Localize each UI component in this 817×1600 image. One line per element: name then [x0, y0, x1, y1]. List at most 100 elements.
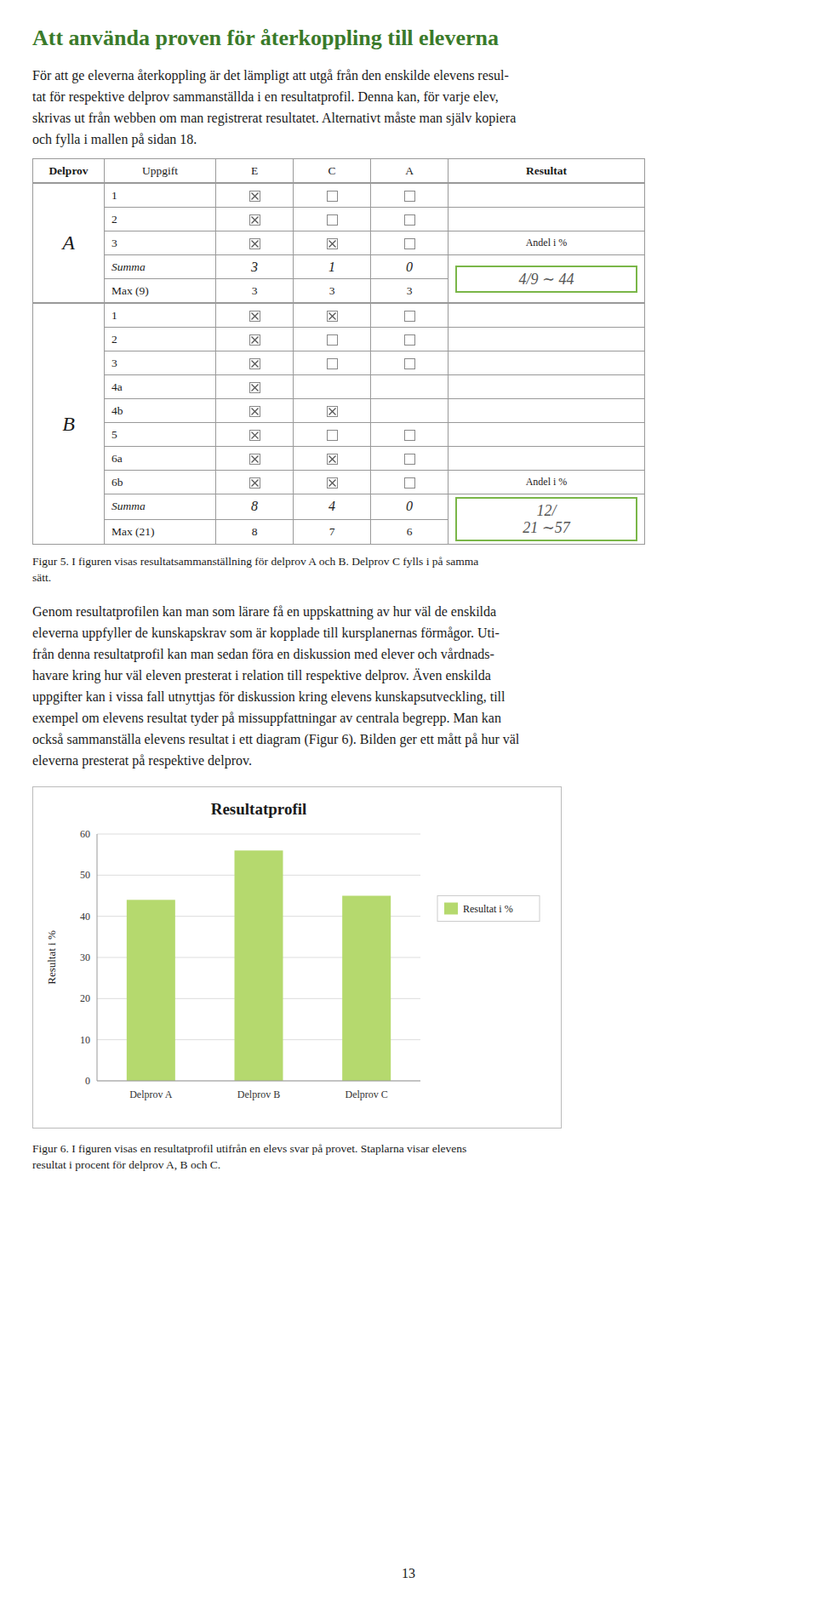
chart-frame: Resultatprofil0102030405060Delprov ADelp…	[32, 786, 562, 1129]
checkbox	[326, 429, 338, 441]
check-cell	[293, 351, 372, 376]
body-text-line: exempel om elevens resultat tyder på mis…	[32, 707, 792, 729]
task-cell: 6a	[104, 446, 217, 471]
check-cell	[216, 399, 294, 423]
max-value: 8	[216, 519, 294, 545]
max-label: Max (9)	[104, 279, 217, 304]
checkbox-cross	[251, 336, 258, 343]
header-cell: Delprov	[33, 159, 105, 184]
checkbox-frame	[249, 405, 260, 417]
figure-caption-line: Figur 6. I figuren visas en resultatprof…	[32, 1140, 792, 1157]
checkbox-cross	[328, 239, 336, 247]
checkbox-cross	[328, 455, 336, 463]
y-tick-label: 40	[79, 910, 91, 923]
table-body: DelprovUppgiftECAResultatA123Andel i %Su…	[33, 159, 646, 545]
bars	[126, 850, 391, 1081]
result-text: 4/9 ∼ 44	[460, 270, 633, 288]
task-row: 4b	[33, 399, 646, 423]
check-cell	[216, 470, 294, 495]
summa-label: Summa	[104, 494, 217, 520]
x-axis	[97, 1080, 421, 1082]
check-cell	[293, 422, 372, 447]
checkbox-frame	[249, 214, 260, 225]
legend-swatch	[444, 902, 458, 915]
checkbox-frame	[326, 190, 338, 201]
task-cell: 2	[104, 207, 217, 232]
checkbox-frame	[404, 429, 415, 440]
check-cell	[293, 302, 372, 328]
summa-label: Summa	[104, 255, 217, 280]
checkbox-checked	[249, 477, 261, 489]
checkbox-cross	[251, 383, 258, 391]
task-cell: 5	[104, 422, 217, 447]
task-cell: 1	[104, 182, 217, 208]
header-cell: A	[371, 159, 449, 184]
figure-caption: Figur 6. I figuren visas en resultatprof…	[32, 1140, 792, 1173]
y-tick-label: 50	[79, 868, 91, 881]
checkbox-cross	[251, 192, 258, 200]
summa-value: 0	[371, 255, 449, 280]
body-text: För att ge eleverna återkoppling är det …	[32, 64, 792, 150]
checkbox-frame	[249, 358, 260, 369]
task-row: 3Andel i %	[33, 231, 646, 256]
checkbox-cross	[251, 216, 258, 223]
task-cell: 2	[104, 327, 217, 352]
page-number: 13	[0, 1565, 817, 1582]
max-value: 6	[371, 519, 449, 545]
checkbox-cross	[328, 479, 336, 486]
check-cell	[293, 470, 372, 495]
checkbox-cross	[251, 216, 258, 223]
checkbox-cross	[251, 407, 258, 415]
y-tick-label: 0	[85, 1074, 91, 1087]
checkbox-frame	[326, 453, 338, 464]
summa-value: 1	[293, 255, 372, 280]
body-text-line: tat för respektive delprov sammanställda…	[32, 85, 792, 108]
check-cell	[216, 375, 294, 400]
checkbox-checked	[249, 214, 261, 226]
check-cell	[371, 207, 449, 232]
checkbox-cross	[251, 431, 258, 439]
result-cell	[448, 207, 646, 232]
summa-value: 3	[216, 255, 294, 280]
check-cell	[293, 399, 372, 423]
body-text-line: skrivas ut från webben om man registrera…	[32, 107, 792, 129]
check-cell	[216, 446, 294, 471]
task-row: 2	[33, 327, 646, 352]
checkbox-cross	[251, 455, 258, 463]
result-box: 12/21 ∼57	[455, 497, 638, 542]
checkbox-cross	[251, 479, 258, 486]
task-cell: 3	[104, 351, 217, 376]
result-box: 4/9 ∼ 44	[455, 265, 638, 293]
checkbox-frame	[404, 214, 415, 225]
checkbox-cross	[328, 312, 336, 320]
task-cell: 6b	[104, 470, 217, 495]
checkbox-frame	[326, 358, 338, 369]
check-cell	[371, 351, 449, 376]
checkbox-checked	[249, 382, 261, 394]
checkbox-frame	[249, 453, 260, 464]
result-cell	[448, 399, 646, 423]
check-cell	[216, 231, 294, 256]
checkbox-checked	[249, 190, 261, 202]
task-cell: 4b	[104, 399, 217, 423]
checkbox-cross	[251, 455, 258, 463]
checkbox-frame	[404, 238, 415, 249]
legend-frame	[437, 896, 540, 922]
bar	[126, 899, 176, 1081]
check-cell	[371, 375, 449, 400]
check-cell	[293, 207, 372, 232]
checkbox-cross	[251, 359, 258, 367]
checkbox-frame	[249, 334, 260, 345]
check-cell	[371, 327, 449, 352]
x-tick-label: Delprov A	[129, 1088, 173, 1101]
figure-caption-line: Figur 5. I figuren visas resultatsammans…	[32, 553, 792, 570]
checkbox-checked	[249, 453, 261, 465]
figure-caption: Figur 5. I figuren visas resultatsammans…	[32, 553, 792, 586]
page: Att använda proven för återkoppling till…	[32, 25, 792, 1173]
check-cell	[216, 422, 294, 447]
checkbox-frame	[404, 453, 415, 464]
page-title: Att använda proven för återkoppling till…	[32, 25, 792, 52]
checkbox-checked	[249, 334, 261, 346]
checkbox	[404, 238, 416, 250]
y-tick-label: 20	[79, 992, 91, 1005]
